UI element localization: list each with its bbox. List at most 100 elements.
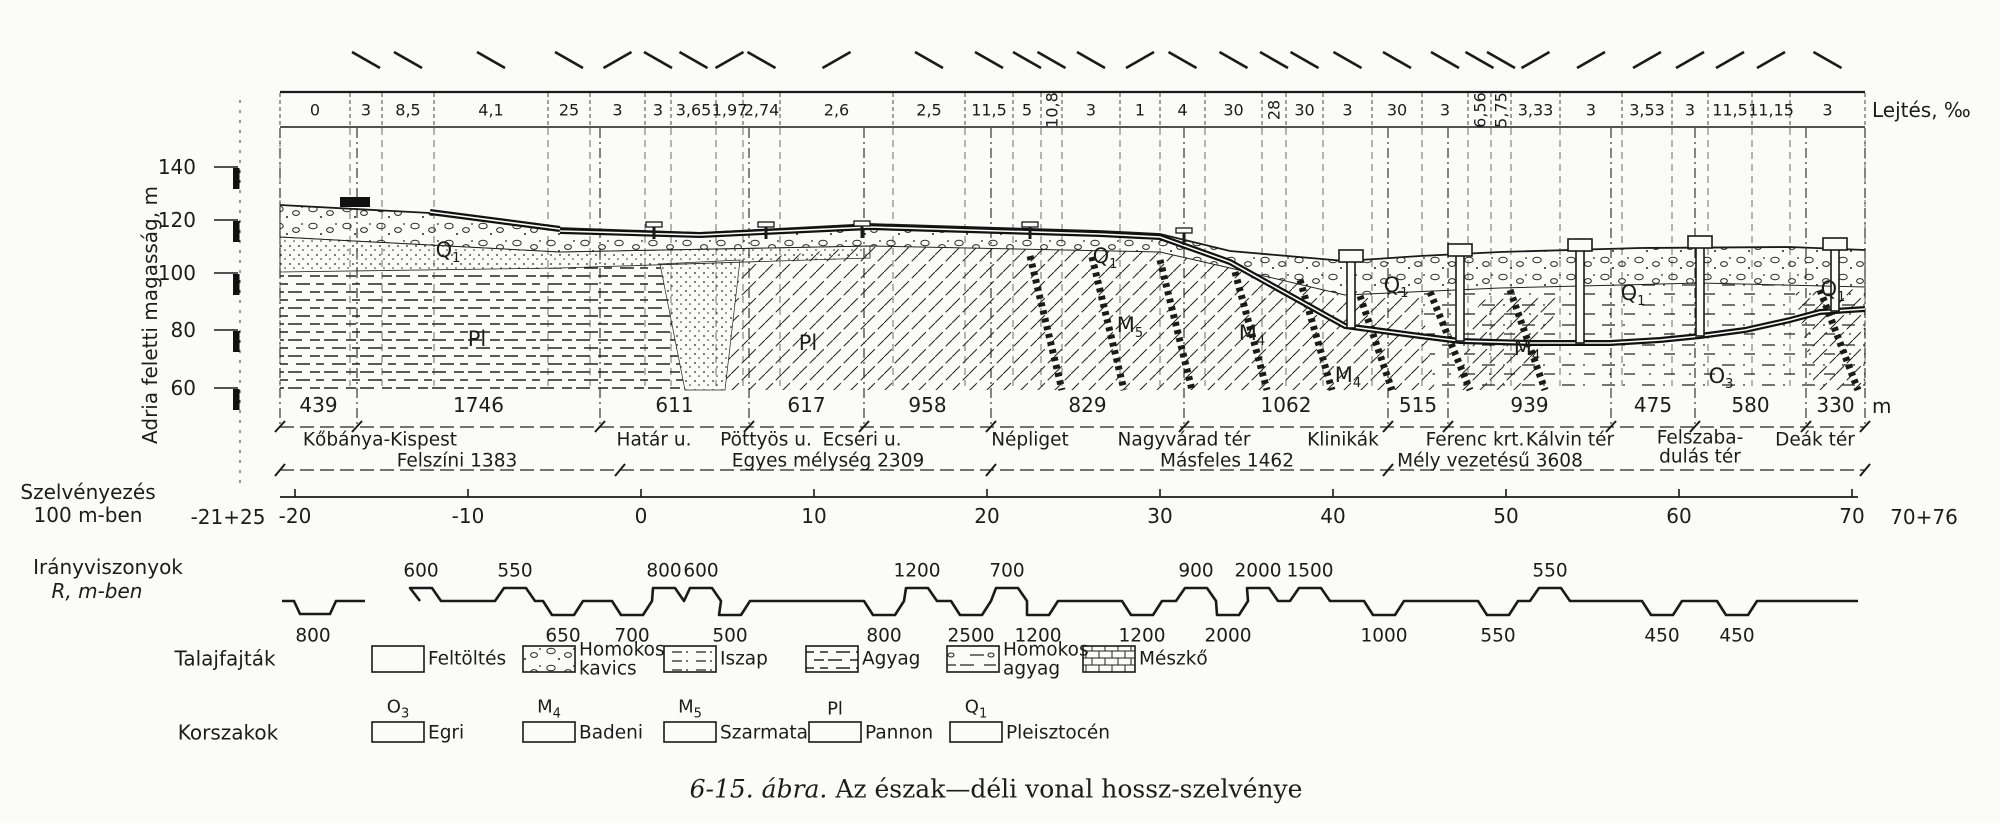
slope-value-cell: 11,5 <box>971 100 1007 120</box>
slope-direction-mark <box>1125 50 1155 70</box>
slope-direction-mark <box>1632 50 1662 70</box>
shaft-head <box>1338 249 1364 263</box>
radii-diagram <box>282 586 1858 617</box>
elevation-axis-ticks <box>214 100 241 490</box>
soil-swatch-clay <box>805 645 859 673</box>
radii-axis-label-line2: R, m-ben <box>51 579 143 603</box>
soil-legend-label: Agyag <box>862 648 921 670</box>
elevation-tick-label: 80 <box>170 318 196 342</box>
slope-direction-mark <box>1715 50 1745 70</box>
pannon-flat-region <box>280 264 685 390</box>
slope-value-cell: 3 <box>1585 100 1597 120</box>
shallow-station-stem <box>860 226 864 238</box>
elevation-tick-bar <box>233 389 240 410</box>
slope-direction-mark <box>1486 50 1516 70</box>
chainage-end-label: 70+76 <box>1890 505 1958 529</box>
radius-label: 650 <box>545 625 581 647</box>
slope-value-cell: 3 <box>612 100 623 120</box>
soil-swatch-pebbles <box>522 645 576 673</box>
slope-direction-mark <box>821 50 852 70</box>
era-legend-label: Szarmata <box>720 722 809 744</box>
era-code-label: M5 <box>678 696 702 722</box>
distance-cell: 958 <box>908 393 947 417</box>
soil-legend-label: Homokos <box>579 639 665 661</box>
slope-strip-lines <box>279 90 1866 128</box>
slope-direction-mark <box>602 50 633 70</box>
slope-value-cell: 5 <box>1021 100 1033 120</box>
geology-unit-label: O3 <box>1708 363 1734 393</box>
band-slash-mark <box>1178 420 1190 433</box>
slope-value-cell: 11,15 <box>1748 100 1794 120</box>
band-slash-mark <box>1800 420 1812 433</box>
geology-unit-label: Q1 <box>1383 272 1409 302</box>
station-name: Klinikák <box>1307 429 1379 451</box>
slope-value-cell: 0 <box>309 100 321 120</box>
slope-direction-mark <box>643 50 673 70</box>
shaft-head <box>1447 243 1473 257</box>
shallow-station-stem <box>1028 227 1032 239</box>
era-legend-title: Korszakok <box>177 720 279 745</box>
chainage-axis-label-line1: Szelvényezés <box>20 480 156 504</box>
geology-regions <box>279 204 1866 391</box>
shallow-station-stem <box>764 227 768 239</box>
band-slash-mark <box>1689 420 1701 433</box>
slope-direction-mark <box>1076 50 1106 70</box>
station-name: Deák tér <box>1775 429 1855 451</box>
soil-legend-label: Mészkő <box>1139 648 1208 670</box>
chainage-tick-label: 0 <box>634 504 648 528</box>
band-slash-mark <box>1859 420 1871 433</box>
station-name: Népliget <box>991 429 1069 451</box>
distance-unit-label: m <box>1872 394 1892 418</box>
radius-label: 2500 <box>947 625 995 647</box>
radius-label: 550 <box>1480 625 1516 647</box>
geology-unit-label: Q1 <box>1620 280 1646 310</box>
station-name: Felszaba- <box>1656 427 1744 449</box>
radius-label: 450 <box>1719 625 1755 647</box>
soil-legend-label2: kavics <box>579 658 637 680</box>
section-type-label: Felszíni 1383 <box>396 450 518 472</box>
slope-value-cell: 3 <box>1085 100 1097 120</box>
band-slash-mark <box>274 420 286 433</box>
shallow-station-stem <box>652 227 656 239</box>
slope-value-cell: 3,65 <box>675 100 712 120</box>
slope-value-cell: 1 <box>1134 100 1146 120</box>
elevation-tick-bar <box>233 274 240 295</box>
distance-cell: 829 <box>1068 393 1107 417</box>
era-swatch <box>949 721 1003 743</box>
radius-label: 1200 <box>1014 625 1062 647</box>
chainage-tick-label: 20 <box>974 504 1000 528</box>
station-name: Pöttyös u. <box>720 429 812 451</box>
slope-direction-mark <box>1430 50 1460 70</box>
slope-value-cell: 2,6 <box>823 100 850 120</box>
radius-label: 600 <box>683 560 719 582</box>
shaft-head <box>1687 235 1713 249</box>
era-swatch <box>522 721 576 743</box>
band-slash-mark <box>274 463 286 477</box>
era-code-label: M4 <box>537 696 561 722</box>
slope-direction-mark <box>1675 50 1705 70</box>
section-type-label: Egyes mélység 2309 <box>731 450 925 472</box>
soil-legend-title: Talajfajták <box>174 646 276 671</box>
slope-direction-mark <box>476 50 506 70</box>
geology-unit-label: M4 <box>1238 320 1266 350</box>
slope-direction-mark <box>1259 50 1289 70</box>
station-name: Kőbánya-Kispest <box>302 429 458 451</box>
radius-label: 800 <box>646 560 682 582</box>
radius-label: 800 <box>295 625 331 647</box>
distance-cell: 1062 <box>1260 393 1312 417</box>
slope-value-cell: 3 <box>1342 100 1353 120</box>
radius-label: 1200 <box>1118 625 1166 647</box>
slope-direction-mark <box>714 50 745 70</box>
slope-value-cell: 2,5 <box>916 100 942 120</box>
legend-swatches <box>371 645 1136 743</box>
slope-direction-mark <box>746 50 777 70</box>
station-name-line2: dulás tér <box>1659 446 1741 468</box>
chainage-axis-label-line2: 100 m-ben <box>33 503 143 527</box>
radius-label: 2000 <box>1204 625 1252 647</box>
slope-direction-mark <box>554 50 584 70</box>
slope-direction-mark <box>914 50 944 70</box>
slope-direction-mark <box>678 50 709 70</box>
slope-value-cell: 4 <box>1177 100 1188 120</box>
